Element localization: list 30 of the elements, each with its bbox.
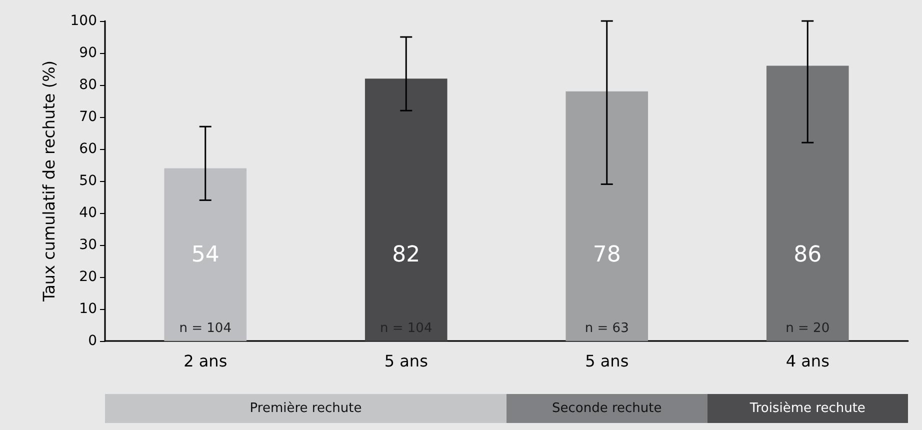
y-tick-label: 30	[79, 237, 97, 253]
data-label: 82	[392, 242, 420, 268]
y-tick-label: 70	[79, 109, 97, 125]
y-tick-label: 10	[79, 301, 97, 317]
data-label: 86	[794, 242, 822, 268]
y-tick-label: 80	[79, 77, 97, 93]
text: Première rechute	[250, 401, 362, 416]
y-tick-label: 100	[70, 13, 97, 29]
y-tick-label: 20	[79, 269, 97, 285]
bar	[766, 66, 849, 341]
text: Seconde rechute	[552, 401, 662, 416]
y-axis-title: Taux cumulatif de rechute (%)	[40, 60, 58, 303]
y-tick-label: 60	[79, 141, 97, 157]
annotation: n = 63	[584, 321, 629, 336]
y-tick-label: 40	[79, 205, 97, 221]
y-tick-label: 90	[79, 45, 97, 61]
bar	[364, 78, 448, 341]
x-tick-label: 4 ans	[786, 352, 830, 370]
x-tick-label: 5 ans	[585, 352, 629, 370]
bar	[566, 91, 648, 341]
data-label: 54	[191, 242, 220, 268]
annotation: n = 104	[179, 321, 232, 336]
x-tick-label: 5 ans	[384, 352, 428, 370]
x-tick-label: 2 ans	[184, 352, 228, 370]
bar	[164, 168, 247, 341]
y-tick-label: 50	[79, 173, 97, 189]
data-label: 78	[592, 242, 621, 268]
y-tick-label: 0	[88, 333, 97, 349]
text: Troisième rechute	[748, 401, 866, 416]
annotation: n = 20	[786, 321, 830, 336]
